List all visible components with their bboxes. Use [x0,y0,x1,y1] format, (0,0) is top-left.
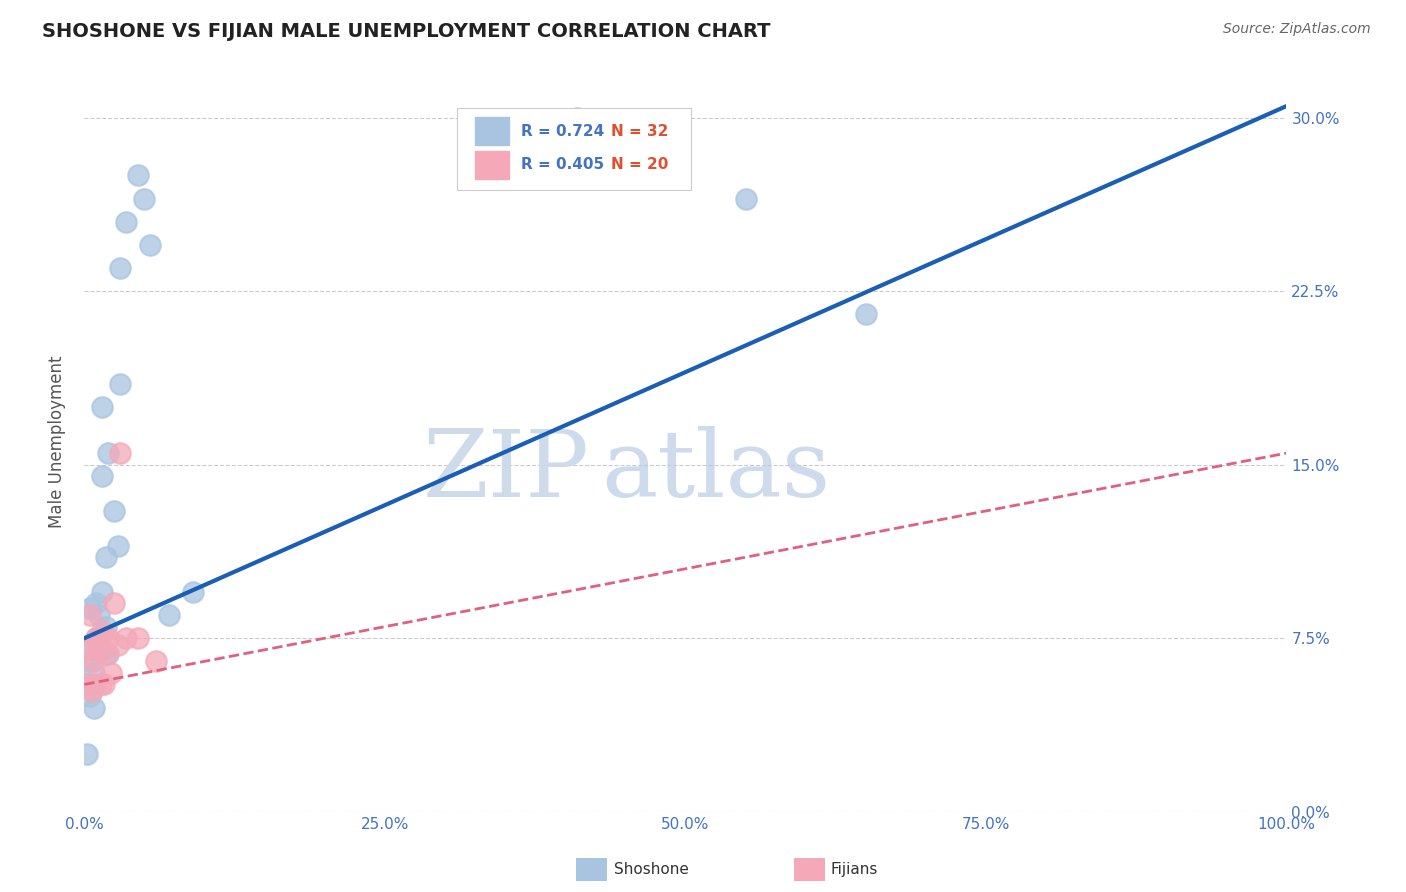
Point [94,550,117,565]
Point [103,597,125,611]
Point [139,238,162,252]
Point [91,585,114,599]
Point [110,376,132,391]
Point [181,585,204,599]
Point [100,665,122,680]
Text: Fijians: Fijians [831,863,879,877]
Point [127,631,149,645]
Text: ZIP: ZIP [423,426,589,516]
Point [91,469,114,483]
Point [83,665,105,680]
Point [91,624,114,639]
Point [134,192,156,206]
Point [77,642,100,657]
Text: N = 20: N = 20 [610,157,668,172]
Point [127,169,149,183]
Point [97,648,120,662]
Text: Shoshone: Shoshone [614,863,689,877]
FancyBboxPatch shape [457,109,692,190]
Point [87,608,110,623]
Text: R = 0.724: R = 0.724 [520,124,605,139]
Point [855,307,877,321]
Point [157,608,180,623]
Text: SHOSHONE VS FIJIAN MALE UNEMPLOYMENT CORRELATION CHART: SHOSHONE VS FIJIAN MALE UNEMPLOYMENT COR… [42,22,770,41]
Text: Source: ZipAtlas.com: Source: ZipAtlas.com [1223,22,1371,37]
Point [76,677,98,691]
Point [91,400,114,414]
Point [107,638,129,652]
Point [83,700,105,714]
Point [734,192,756,206]
Point [110,260,132,275]
Point [79,654,101,668]
Point [115,215,138,229]
Point [91,642,114,657]
Point [79,608,101,623]
Point [90,677,112,691]
FancyBboxPatch shape [475,151,509,178]
Point [87,642,110,657]
Point [82,654,104,668]
Point [84,677,107,691]
Point [80,684,103,698]
Point [110,446,132,460]
Point [79,601,101,615]
Point [86,631,108,645]
Point [83,638,105,652]
Y-axis label: Male Unemployment: Male Unemployment [48,355,66,528]
Point [103,504,125,518]
Text: N = 32: N = 32 [610,124,668,139]
Point [86,631,108,645]
Point [76,747,98,761]
Point [93,677,115,691]
Text: R = 0.405: R = 0.405 [520,157,603,172]
Point [79,689,101,703]
Point [107,539,129,553]
Point [567,111,589,125]
Point [115,631,138,645]
Point [97,446,120,460]
FancyBboxPatch shape [475,117,509,145]
Point [94,619,117,633]
Point [145,654,167,668]
Text: atlas: atlas [602,426,831,516]
Point [86,597,108,611]
Point [77,677,100,691]
Point [94,648,117,662]
Point [97,631,120,645]
